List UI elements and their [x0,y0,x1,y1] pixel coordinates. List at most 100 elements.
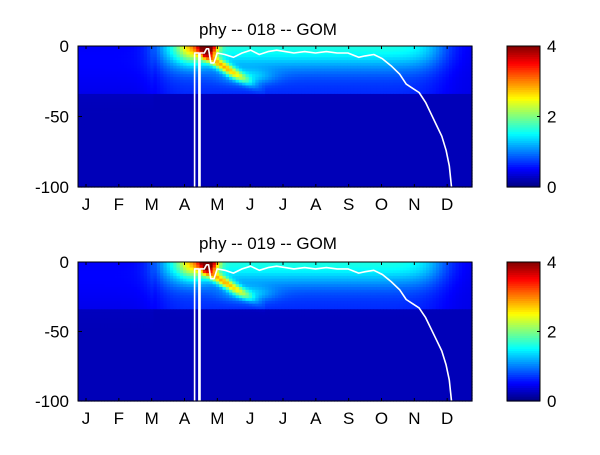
heatmap-cell [248,99,253,103]
heatmap-cell [255,122,260,126]
heatmap-cell [104,85,109,89]
heatmap-cell [320,124,325,129]
heatmap-cell [225,93,230,98]
heatmap-cell [84,91,89,95]
heatmap-cell [150,74,155,78]
heatmap-cell [127,77,132,81]
heatmap-cell [153,116,158,120]
heatmap-cell [449,108,453,112]
heatmap-cell [294,48,299,53]
heatmap-cell [199,79,204,84]
heatmap-cell [255,57,260,61]
heatmap-cell [383,105,388,109]
heatmap-cell [363,102,368,106]
heatmap-cell [284,65,289,70]
heatmap-cell [235,71,240,75]
heatmap-cell [353,130,358,135]
heatmap-cell [468,82,473,87]
heatmap-cell [370,79,375,84]
heatmap-cell [225,133,230,137]
heatmap-cell [215,108,220,112]
heatmap-cell [317,65,322,70]
heatmap-cell [422,127,427,132]
heatmap-cell [87,93,92,98]
heatmap-cell [468,96,473,101]
heatmap-cell [150,60,155,64]
heatmap-cell [222,60,227,64]
heatmap-cell [107,108,112,112]
heatmap-cell [412,65,417,70]
heatmap-cell [445,113,450,118]
heatmap-cell [110,113,115,118]
heatmap-cell [353,85,358,89]
heatmap-cell [215,60,220,64]
heatmap-cell [232,113,237,118]
heatmap-cell [91,113,96,118]
heatmap-cell [396,79,401,84]
heatmap-cell [468,62,473,67]
heatmap-cell [380,105,384,109]
heatmap-cell [219,48,224,53]
heatmap-cell [419,130,424,135]
heatmap-cell [458,133,463,137]
heatmap-cell [317,122,322,126]
heatmap-cell [360,102,365,106]
heatmap-cell [435,46,440,50]
heatmap-cell [370,99,375,103]
heatmap-cell [445,102,450,106]
heatmap-cell [160,96,164,101]
heatmap-cell [107,54,112,58]
heatmap-cell [468,60,473,64]
heatmap-cell [242,85,247,89]
heatmap-cell [235,116,240,120]
heatmap-cell [110,124,115,129]
heatmap-cell [380,136,384,140]
heatmap-cell [307,82,312,87]
heatmap-cell [222,88,227,92]
heatmap-cell [110,79,115,84]
heatmap-cell [347,102,352,106]
heatmap-cell [386,46,391,50]
heatmap-cell [373,74,378,78]
heatmap-cell [435,122,440,126]
heatmap-cell [176,71,181,75]
heatmap-cell [278,102,283,106]
heatmap-cell [192,46,197,50]
heatmap-cell [291,88,296,92]
heatmap-cell [225,48,230,53]
heatmap-cell [455,130,460,135]
heatmap-cell [261,57,266,61]
heatmap-cell [271,130,276,135]
heatmap-cell [353,74,358,78]
heatmap-cell [389,62,394,67]
heatmap-cell [334,96,338,101]
heatmap-cell [255,74,260,78]
heatmap-cell [304,122,309,126]
heatmap-cell [432,85,437,89]
heatmap-cell [160,65,164,70]
heatmap-cell [114,60,118,64]
heatmap-cell [291,96,296,101]
heatmap-cell [353,60,358,64]
heatmap-cell [130,108,135,112]
heatmap-cell [117,48,122,53]
heatmap-cell [120,62,125,67]
heatmap-cell [314,88,319,92]
heatmap-cell [314,85,319,89]
heatmap-cell [383,88,388,92]
heatmap-cell [426,102,430,106]
heatmap-cell [307,130,312,135]
heatmap-cell [462,108,467,112]
heatmap-cell [235,82,240,87]
heatmap-cell [202,79,207,84]
heatmap-cell [458,65,463,70]
heatmap-cell [330,60,335,64]
heatmap-cell [150,99,155,103]
heatmap-cell [242,62,247,67]
heatmap-cell [268,136,273,140]
heatmap-cell [153,68,158,72]
heatmap-cell [301,116,306,120]
heatmap-cell [419,91,424,95]
heatmap-cell [179,108,184,112]
heatmap-cell [156,62,161,67]
